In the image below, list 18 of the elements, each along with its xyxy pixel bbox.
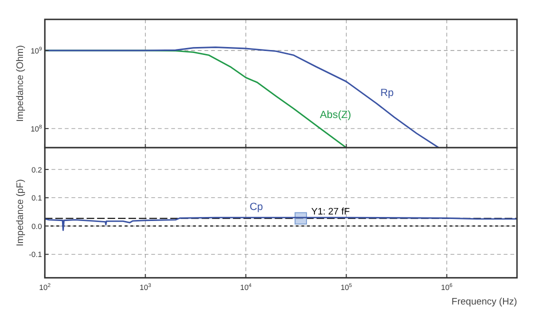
x-axis-title: Frequency (Hz) — [452, 296, 517, 308]
y-axis-title: Impedance (Ohm) — [15, 45, 26, 122]
y-tick-label: 0.0 — [31, 222, 42, 231]
series-label: Abs(Z) — [320, 110, 352, 121]
x-tick-label: 10$^{2}$ — [39, 283, 51, 292]
y-tick-label: -0.1 — [28, 250, 42, 260]
x-tick-label: 10$^{3}$ — [140, 283, 152, 292]
y-axis-title: Impedance (pF) — [15, 179, 26, 246]
y-tick-label: 10$^{8}$ — [30, 124, 42, 134]
y-tick-label: 0.1 — [31, 194, 42, 203]
x-tick-label: 10$^{5}$ — [340, 283, 352, 292]
ref-line-label: Y1: 27 fF — [311, 206, 350, 218]
series-label: Rp — [380, 88, 394, 99]
y-tick-label: 0.2 — [31, 165, 42, 174]
y-tick-label: 10$^{9}$ — [30, 46, 42, 56]
series-label: Cp — [250, 202, 264, 213]
x-tick-label: 10$^{4}$ — [240, 283, 252, 292]
x-tick-label: 10$^{6}$ — [441, 283, 453, 292]
